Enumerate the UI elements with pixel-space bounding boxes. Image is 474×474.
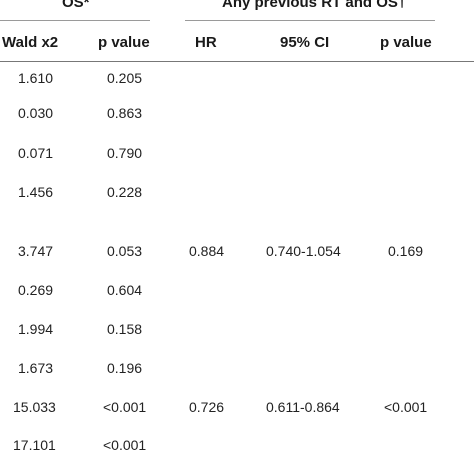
cell-ci: 0.611-0.864 (266, 399, 340, 415)
cell-hr: 0.726 (189, 399, 225, 415)
column-header-wald: Wald x2 (2, 34, 59, 51)
group-rule-rt-os (185, 20, 435, 21)
cell-p-value-rt: <0.001 (384, 399, 428, 415)
cell-p-value-os: <0.001 (103, 437, 147, 453)
cell-p-value-os: <0.001 (103, 399, 147, 415)
column-header-hr: HR (195, 34, 217, 51)
header-bottom-rule (0, 61, 474, 62)
group-rule-os (0, 20, 150, 21)
cell-wald: 1.994 (18, 321, 54, 337)
cell-wald: 17.101 (13, 437, 56, 453)
column-header-p-value-os: p value (98, 34, 150, 51)
cell-p-value-os: 0.053 (107, 243, 143, 259)
cell-p-value-os: 0.196 (107, 360, 143, 376)
cell-wald: 0.030 (18, 105, 54, 121)
cell-p-value-os: 0.790 (107, 145, 143, 161)
column-header-ci: 95% CI (280, 34, 330, 51)
cell-wald: 1.673 (18, 360, 54, 376)
cell-p-value-os: 0.158 (107, 321, 143, 337)
column-header-p-value-rt: p value (380, 34, 432, 51)
cell-wald: 0.071 (18, 145, 54, 161)
cell-wald: 0.269 (18, 282, 54, 298)
cell-wald: 3.747 (18, 243, 54, 259)
cell-p-value-os: 0.228 (107, 184, 143, 200)
cell-wald: 1.610 (18, 70, 54, 86)
cell-wald: 15.033 (13, 399, 56, 415)
cell-p-value-rt: 0.169 (388, 243, 424, 259)
cell-p-value-os: 0.604 (107, 282, 143, 298)
cell-ci: 0.740-1.054 (266, 243, 341, 259)
group-header-os: OS* (62, 0, 90, 11)
group-header-rt-os: Any previous RT and OS† (222, 0, 407, 11)
cell-p-value-os: 0.205 (107, 70, 143, 86)
cell-wald: 1.456 (18, 184, 54, 200)
cell-p-value-os: 0.863 (107, 105, 143, 121)
cell-hr: 0.884 (189, 243, 225, 259)
